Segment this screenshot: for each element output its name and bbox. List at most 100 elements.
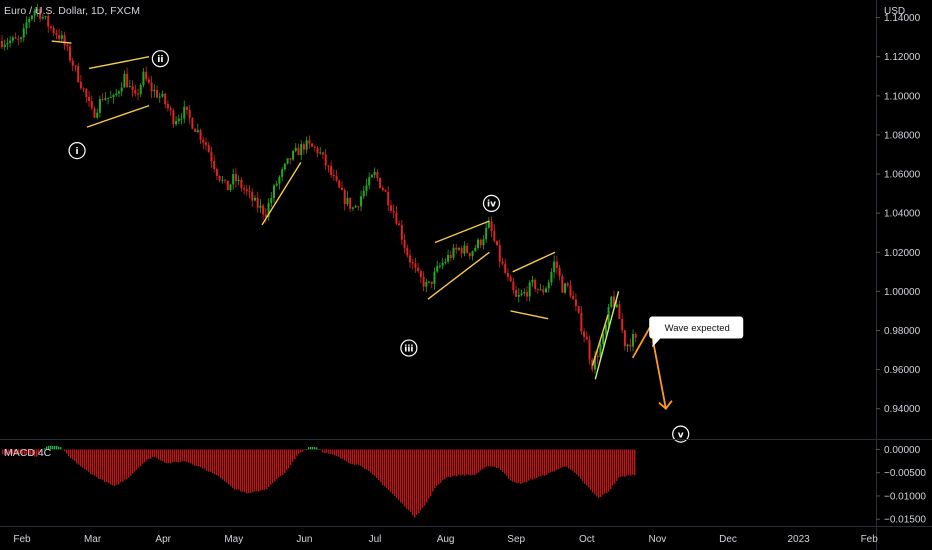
candle-body <box>98 99 101 113</box>
candle-body <box>153 90 156 92</box>
candle-body <box>542 289 545 293</box>
candle-body <box>447 254 450 262</box>
macd-histogram-bar <box>364 449 366 469</box>
price-tick-label: 1.10000 <box>884 91 921 102</box>
macd-histogram-bar <box>592 449 594 493</box>
macd-histogram-bar <box>64 449 66 452</box>
candle-body <box>85 88 88 97</box>
macd-histogram-bar <box>74 449 76 461</box>
macd-histogram-bar <box>114 449 116 486</box>
candle-body <box>224 179 227 181</box>
candle-body <box>305 140 308 150</box>
macd-histogram-bar <box>88 449 90 472</box>
macd-histogram-bar <box>490 449 492 467</box>
macd-histogram-bar <box>582 449 584 482</box>
macd-histogram-bar <box>94 449 96 476</box>
macd-histogram-bar <box>256 449 258 492</box>
wave-label-iii: iii <box>400 339 418 357</box>
macd-histogram-bar <box>148 449 150 460</box>
time-tick-label: Mar <box>84 534 102 545</box>
macd-histogram-bar <box>508 449 510 479</box>
wave-label-text: i <box>76 147 79 157</box>
trendline <box>510 310 549 320</box>
macd-histogram-bar <box>488 449 490 467</box>
macd-histogram-bar <box>414 449 416 518</box>
candle-body <box>550 271 553 283</box>
macd-histogram-bar <box>590 449 592 490</box>
macd-histogram-bar <box>618 449 620 478</box>
candle-body <box>449 254 452 258</box>
candle-body <box>22 28 25 38</box>
candle-body <box>487 221 490 228</box>
price-tick-label: 0.94000 <box>884 404 921 415</box>
macd-histogram-bar <box>166 449 168 464</box>
candle-body <box>194 128 197 132</box>
candle-body <box>534 279 537 289</box>
candle-body <box>17 38 20 40</box>
candle-body <box>69 46 71 61</box>
macd-histogram-bar <box>466 449 468 475</box>
macd-histogram-bar <box>506 449 508 476</box>
macd-histogram-bar <box>360 449 362 466</box>
candle-body <box>430 281 433 284</box>
candle-body <box>357 206 360 208</box>
price-pane[interactable] <box>1 3 637 374</box>
macd-histogram-bar <box>36 449 38 457</box>
candle-body <box>428 281 431 283</box>
macd-histogram-bar <box>432 449 434 492</box>
macd-histogram-bar <box>120 449 122 483</box>
macd-histogram-bar <box>382 449 384 485</box>
macd-histogram-bar <box>122 449 124 482</box>
candle-body <box>142 71 145 85</box>
macd-histogram-bar <box>410 449 412 513</box>
macd-histogram-bar <box>286 449 288 471</box>
candle-body <box>528 282 531 297</box>
macd-histogram-bar <box>294 449 296 460</box>
candle-body <box>300 144 303 155</box>
macd-histogram-bar <box>380 449 382 483</box>
candle-body <box>96 112 99 118</box>
candle-body <box>101 99 104 101</box>
candle-body <box>414 263 417 268</box>
candle-body <box>547 282 550 289</box>
candle-body <box>131 86 134 90</box>
macd-histogram-bar <box>268 449 270 487</box>
macd-histogram-bar <box>174 449 176 462</box>
candle-body <box>324 154 327 166</box>
macd-histogram-bar <box>306 449 308 450</box>
macd-histogram-bar <box>550 449 552 473</box>
candle-body <box>387 191 390 206</box>
macd-histogram-bar <box>54 445 56 450</box>
macd-histogram-bar <box>424 449 426 506</box>
macd-histogram-bar <box>456 449 458 477</box>
candle-body <box>6 43 9 45</box>
macd-histogram-bar <box>614 449 616 484</box>
candle-body <box>137 93 139 95</box>
projection-arrowhead <box>658 400 673 410</box>
candle-body <box>199 130 202 140</box>
candle-body <box>234 173 237 182</box>
macd-histogram-bar <box>458 449 460 475</box>
macd-histogram-bar <box>338 449 340 457</box>
candle-body <box>205 142 207 145</box>
macd-histogram-bar <box>28 449 30 455</box>
candle-body <box>175 121 178 125</box>
macd-histogram-bar <box>332 449 334 455</box>
macd-histogram-bar <box>598 449 600 498</box>
macd-tick-label: −0.01000 <box>884 491 926 502</box>
candle-body <box>365 185 368 191</box>
candle-body <box>88 96 91 102</box>
macd-histogram-bar <box>86 449 88 471</box>
macd-histogram-bar <box>72 449 74 460</box>
macd-pane[interactable] <box>2 445 636 518</box>
candle-body <box>55 33 58 36</box>
macd-histogram-bar <box>204 449 206 469</box>
macd-histogram-bar <box>258 449 260 492</box>
candle-body <box>349 197 352 209</box>
macd-histogram-bar <box>556 449 558 470</box>
macd-histogram-bar <box>352 449 354 465</box>
candle-body <box>376 171 379 178</box>
candle-body <box>604 324 607 334</box>
